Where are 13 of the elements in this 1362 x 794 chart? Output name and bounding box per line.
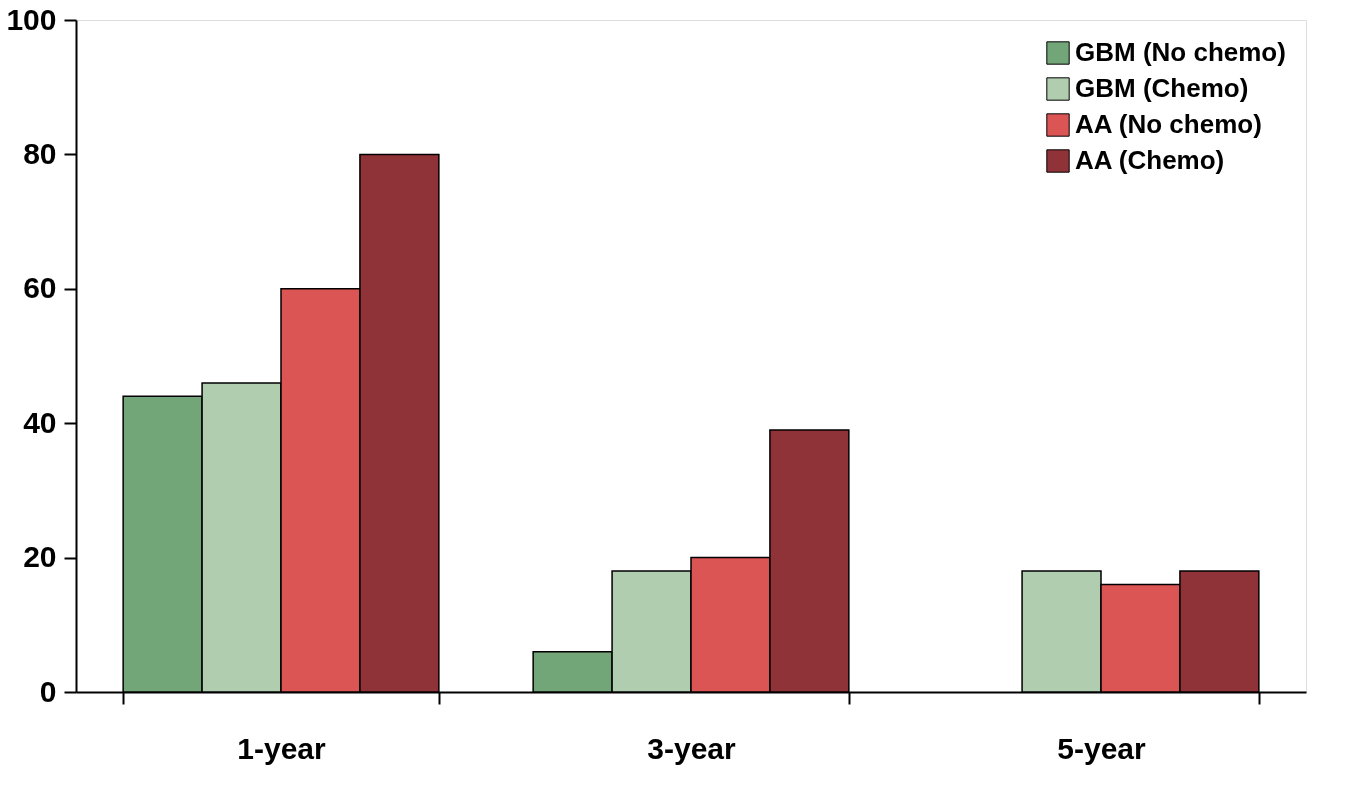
legend-label: AA (No chemo) <box>1075 109 1262 139</box>
y-tick-label: 0 <box>39 674 57 708</box>
x-tick-label: 1-year <box>237 731 327 765</box>
legend-label: GBM (No chemo) <box>1075 37 1286 67</box>
y-tick-label: 100 <box>6 2 57 36</box>
y-tick-label: 60 <box>23 271 57 305</box>
y-tick-label: 40 <box>23 405 57 439</box>
x-tick-label: 3-year <box>647 731 737 765</box>
x-tick-label: 5-year <box>1057 731 1147 765</box>
y-tick-label: 80 <box>23 136 57 170</box>
y-tick-label: 20 <box>23 540 57 574</box>
legend-label: AA (Chemo) <box>1075 145 1225 175</box>
legend-label: GBM (Chemo) <box>1075 73 1249 103</box>
